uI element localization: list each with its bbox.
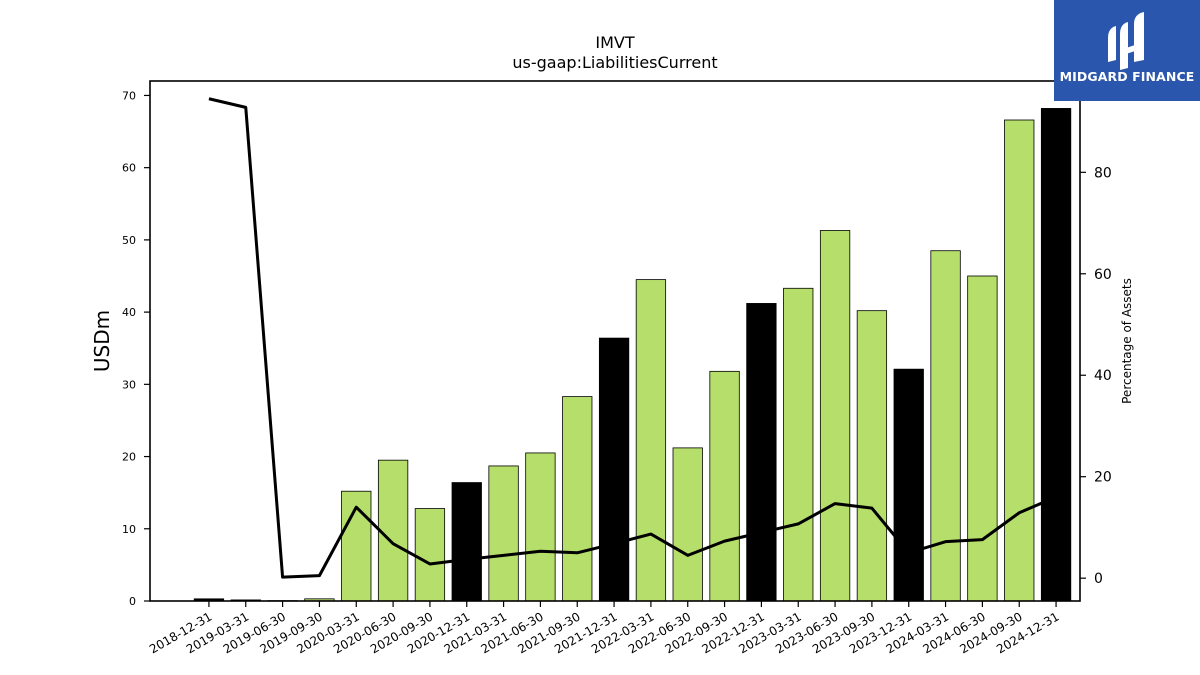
y-axis-label: USDm	[90, 310, 114, 372]
y2-tick-label: 80	[1094, 165, 1112, 181]
bar-2024-06-30	[967, 275, 998, 602]
bar-2021-09-30	[562, 396, 593, 602]
line-group	[208, 97, 1057, 579]
y-tick-label: 0	[129, 595, 136, 608]
brand-name: MIDGARD FINANCE	[1059, 69, 1195, 84]
brand-logo-mark-icon	[1108, 12, 1144, 70]
y-tick-label: 30	[122, 378, 136, 391]
y-tick-label: 40	[122, 306, 136, 319]
bar-2023-03-31	[783, 287, 814, 602]
y-tick-label: 50	[122, 234, 136, 247]
bar-2023-09-30	[856, 310, 888, 602]
plot-frame	[149, 80, 1081, 602]
bar-2022-09-30	[709, 370, 740, 602]
bar-2020-06-30	[377, 459, 409, 602]
y-tick-label: 60	[122, 162, 136, 175]
bar-2020-09-30	[414, 508, 446, 602]
bar-2022-03-31	[635, 279, 667, 602]
bar-2021-12-31	[598, 337, 630, 602]
bar-2021-03-31	[488, 465, 519, 602]
bar-2024-09-30	[1004, 119, 1035, 602]
bar-2022-06-30	[672, 447, 703, 602]
y2-tick-label: 20	[1094, 470, 1112, 486]
bar-2022-12-31	[746, 303, 777, 602]
chart-title: IMVT	[595, 33, 634, 52]
bar-2021-06-30	[525, 452, 556, 602]
bar-2024-12-31	[1040, 108, 1072, 602]
percentage-line	[208, 97, 1057, 579]
bar-2023-06-30	[819, 230, 851, 602]
bar-group	[193, 108, 1072, 602]
bar-2023-12-31	[893, 368, 924, 602]
bar-2024-03-31	[930, 250, 961, 602]
y2-tick-label: 40	[1094, 368, 1112, 384]
bar-2020-12-31	[451, 482, 482, 602]
y-tick-label: 70	[122, 89, 136, 102]
y2-tick-label: 0	[1094, 571, 1103, 587]
y2-tick-label: 60	[1094, 267, 1112, 283]
chart-subtitle: us-gaap:LiabilitiesCurrent	[512, 53, 717, 72]
y-tick-label: 20	[122, 451, 136, 464]
y-tick-label: 10	[122, 523, 136, 536]
y2-axis-label: Percentage of Assets	[1120, 278, 1134, 404]
